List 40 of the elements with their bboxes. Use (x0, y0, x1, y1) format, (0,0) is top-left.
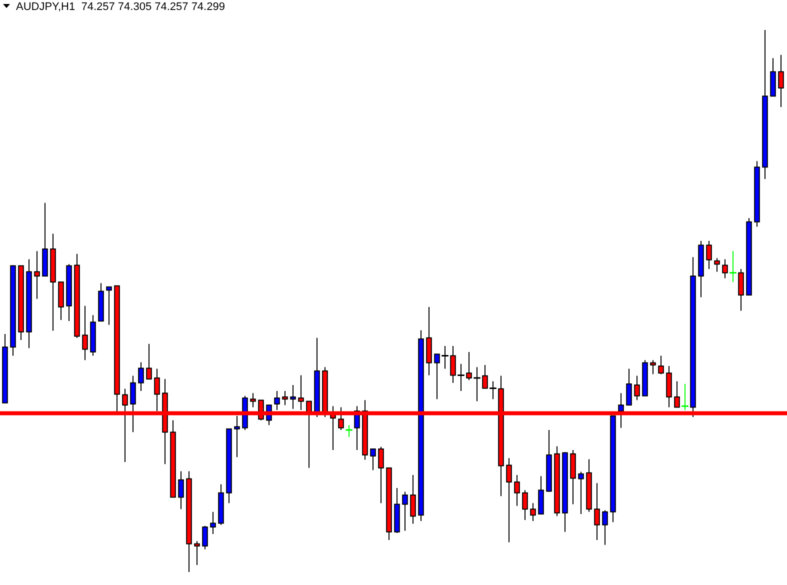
candlestick (530, 502, 536, 522)
candlestick (378, 446, 384, 504)
candlestick (738, 268, 744, 312)
candlestick (370, 448, 376, 471)
candlestick (594, 482, 600, 541)
candlestick (34, 250, 40, 300)
candlestick (506, 458, 512, 543)
candlestick (658, 355, 664, 375)
candlestick (634, 375, 640, 401)
candlestick (282, 390, 288, 406)
candlestick (234, 415, 240, 458)
candlestick (106, 286, 112, 326)
candlestick (274, 390, 280, 410)
candlestick (194, 540, 200, 566)
candlestick (626, 368, 632, 406)
candlestick (618, 392, 624, 428)
candlestick (578, 471, 584, 515)
candlestick (210, 511, 216, 535)
candlestick (714, 258, 720, 272)
candlestick (82, 305, 88, 361)
candlestick (674, 380, 680, 408)
candlestick (138, 362, 144, 392)
candlestick (410, 474, 416, 524)
candlestick (130, 375, 136, 433)
candlestick (146, 343, 152, 380)
candlestick (402, 491, 408, 532)
candlestick (178, 470, 184, 510)
chart-title: AUDJPY,H1 74.257 74.305 74.257 74.299 (16, 1, 225, 13)
candlestick (706, 240, 712, 270)
candlestick (290, 384, 296, 410)
candlestick (650, 360, 656, 375)
candlestick (666, 366, 672, 408)
candlestick (602, 510, 608, 546)
candlestick (514, 474, 520, 506)
candlestick (250, 392, 256, 408)
candlestick (202, 525, 208, 550)
candlestick (522, 490, 528, 520)
candlestick (538, 476, 544, 515)
candlestick (722, 258, 728, 279)
candlestick (778, 54, 784, 108)
